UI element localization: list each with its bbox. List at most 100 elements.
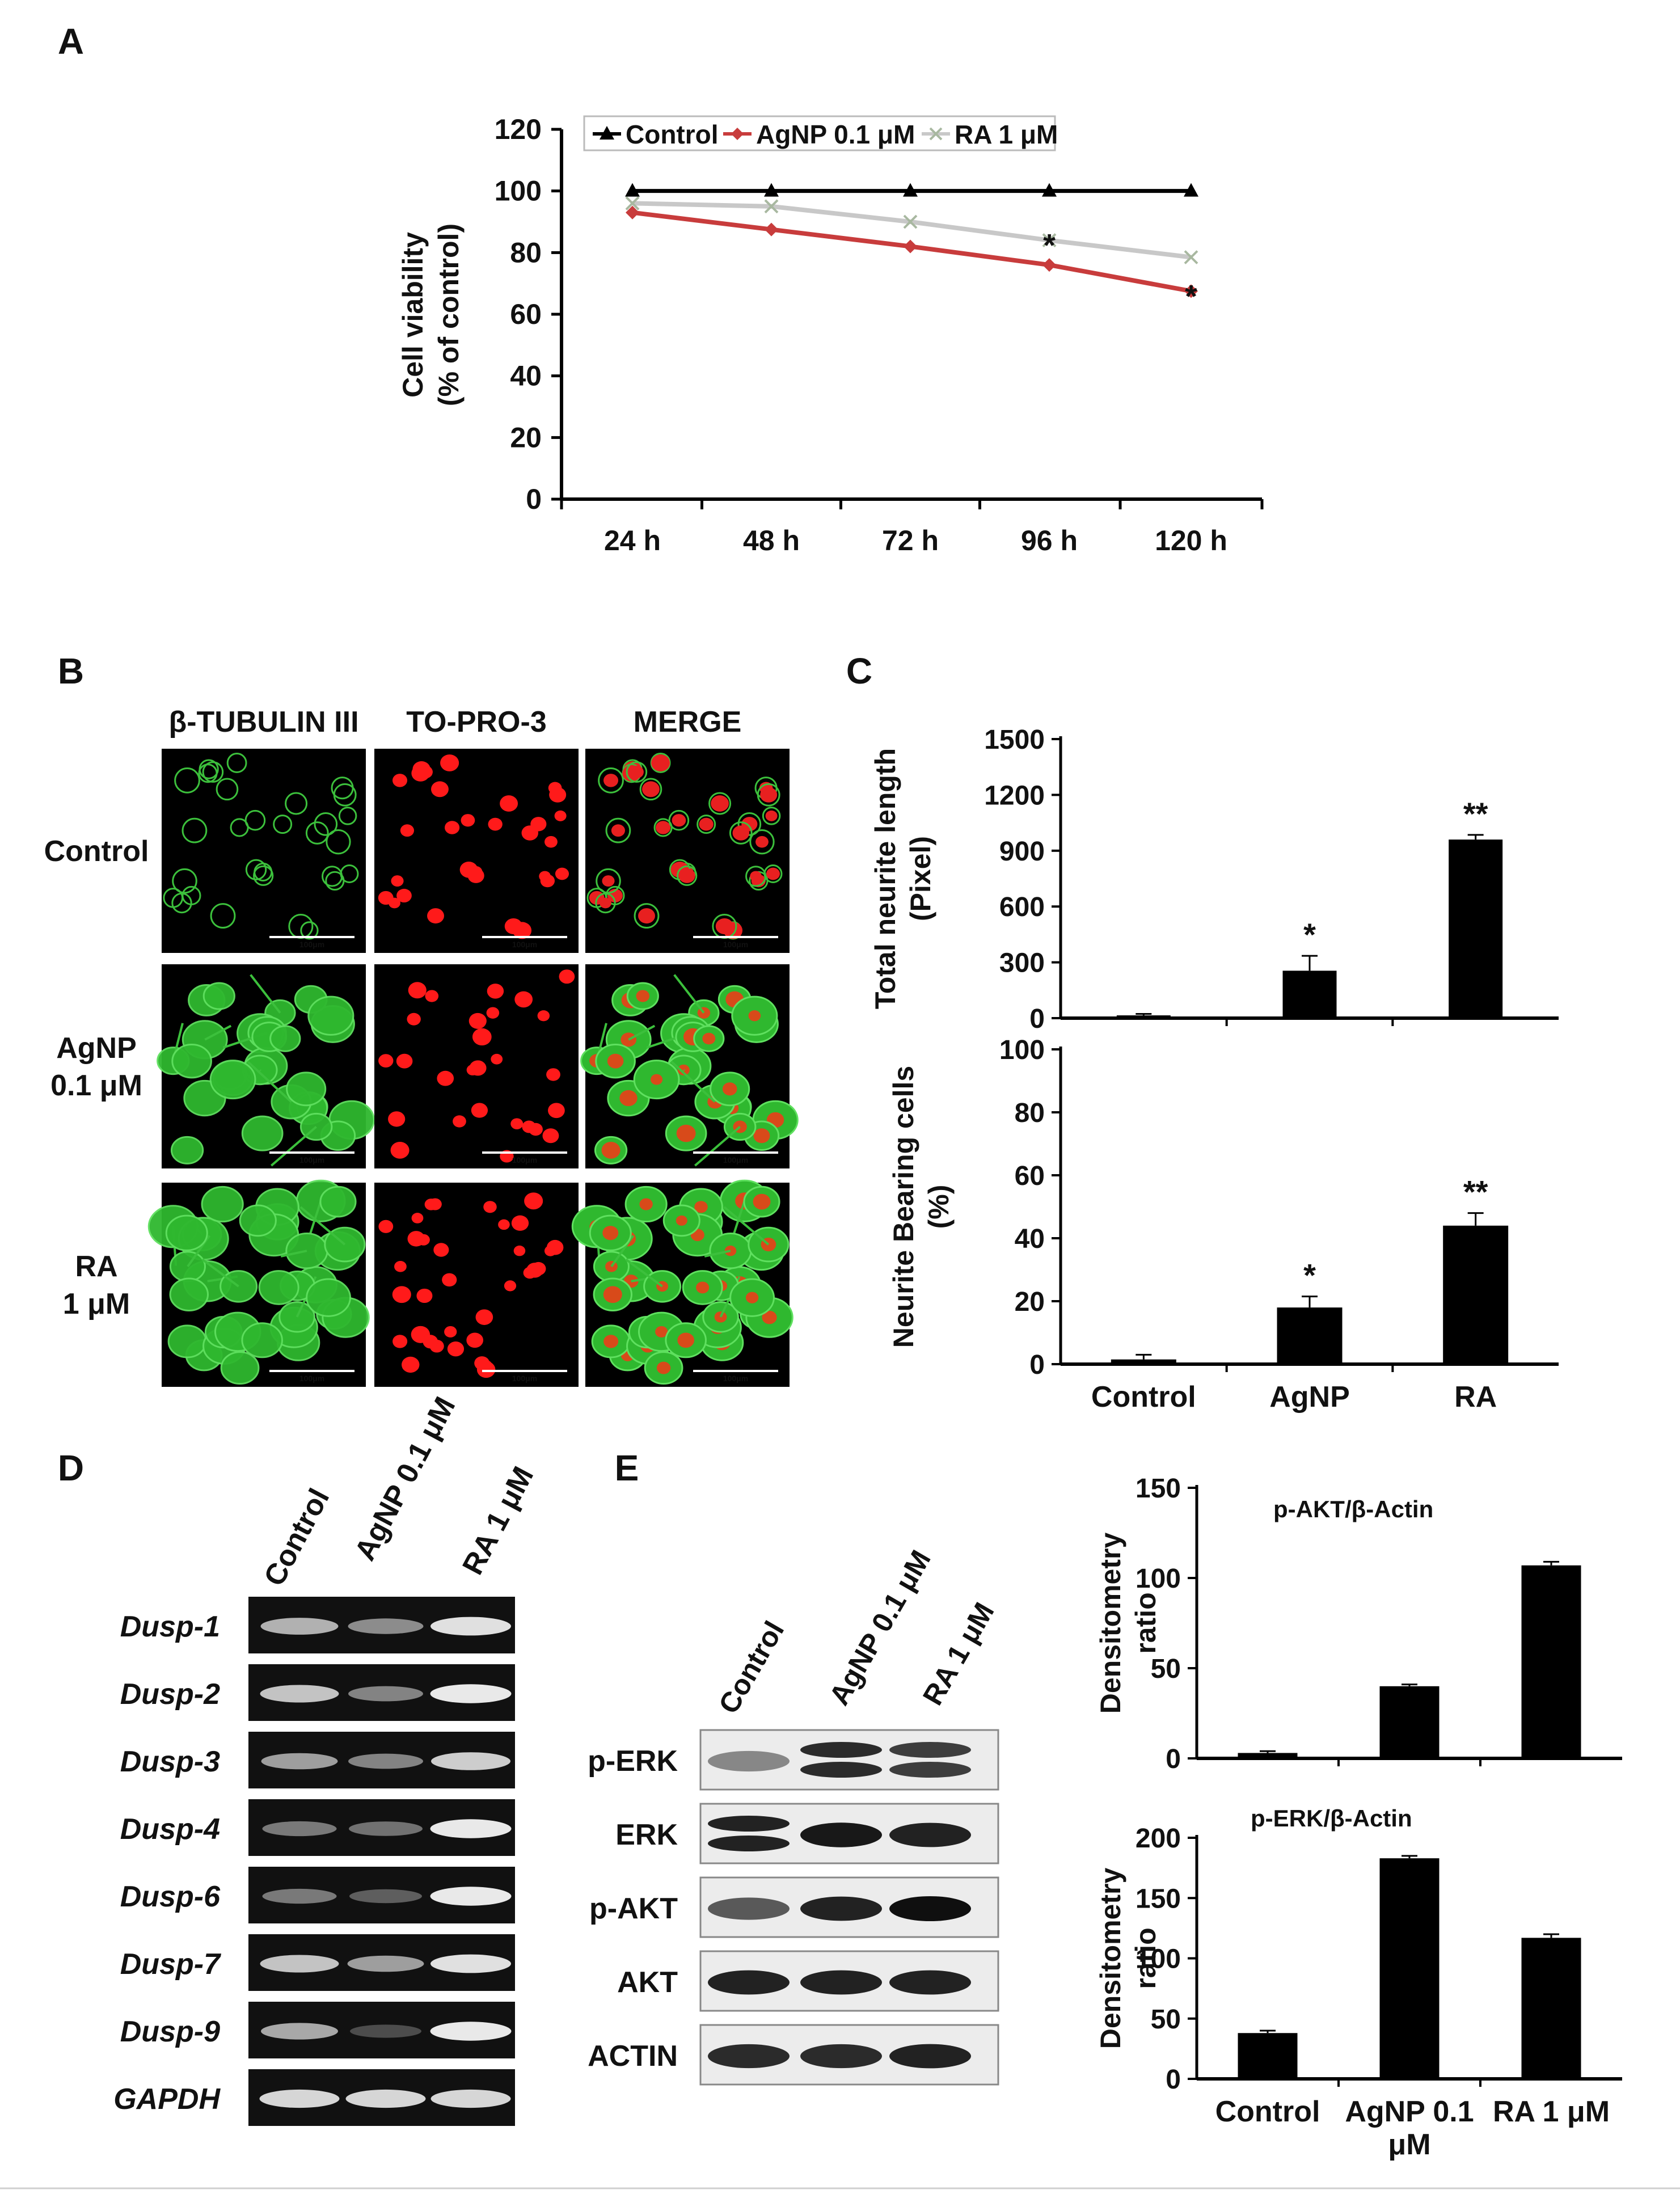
nucleus xyxy=(748,1010,761,1022)
nucleus xyxy=(554,810,567,821)
nucleus xyxy=(461,814,475,827)
nucleus xyxy=(466,1332,484,1348)
y-axis-label: ratio xyxy=(1130,1592,1162,1653)
protein-label: ACTIN xyxy=(588,2040,678,2073)
y-tick-label: 40 xyxy=(1015,1224,1045,1254)
panel-b: Bβ-TUBULIN III TO-PRO-3 MERGE Control AgNP 0.… xyxy=(44,651,799,1387)
cell-body xyxy=(220,1351,260,1385)
cell-outline xyxy=(598,767,624,794)
nucleus xyxy=(408,982,427,999)
bar xyxy=(1449,839,1503,1018)
nucleus xyxy=(677,1332,695,1348)
data-point xyxy=(1042,183,1057,197)
y-tick-label: 60 xyxy=(510,298,542,330)
gene-label: Dusp-2 xyxy=(120,1678,220,1711)
cell-outline xyxy=(244,809,266,831)
nucleus xyxy=(511,1215,529,1231)
blot-band xyxy=(800,1896,882,1921)
row-label: 0.1 μM xyxy=(50,1069,142,1102)
nucleus xyxy=(607,1053,624,1069)
blot-band xyxy=(708,1897,790,1920)
cell-body xyxy=(201,1185,244,1223)
nucleus xyxy=(424,1199,438,1210)
nucleus xyxy=(445,821,460,834)
blot-band xyxy=(889,1762,971,1778)
x-tick-label: RA xyxy=(1454,1381,1497,1414)
y-tick-label: 100 xyxy=(495,175,542,207)
gel-band xyxy=(345,2089,426,2108)
lane-label: Control xyxy=(258,1483,336,1591)
cell-body xyxy=(165,1214,208,1251)
data-point xyxy=(903,183,918,197)
cell-body xyxy=(169,1277,209,1311)
data-point xyxy=(765,222,778,237)
nucleus xyxy=(400,824,414,837)
row-label: Control xyxy=(44,835,149,868)
nucleus xyxy=(444,1326,457,1338)
cell-body xyxy=(241,1322,283,1358)
micrograph-background xyxy=(374,1183,579,1387)
gel-band xyxy=(348,1753,423,1769)
blot-band xyxy=(889,1970,971,1995)
nucleus xyxy=(755,836,769,848)
nucleus xyxy=(411,1213,424,1223)
cell-body xyxy=(171,1044,212,1079)
blot-band xyxy=(708,1970,790,1995)
significance-mark: ** xyxy=(1463,1174,1488,1210)
nucleus xyxy=(641,781,660,798)
gel-band xyxy=(260,1685,339,1703)
x-tick-label: AgNP xyxy=(1269,1381,1350,1414)
blot-band xyxy=(708,1836,790,1851)
gel-band xyxy=(430,1887,512,1906)
nucleus xyxy=(602,1226,619,1241)
cell-body xyxy=(167,1324,207,1358)
significance-mark: * xyxy=(1303,917,1316,952)
gel-band xyxy=(348,1618,424,1634)
blot-band xyxy=(708,2044,790,2069)
neurite xyxy=(723,1206,770,1246)
neurite xyxy=(625,1258,663,1288)
nucleus xyxy=(603,1335,619,1348)
legend-marker xyxy=(600,126,614,140)
blot-row xyxy=(699,1950,999,2012)
nucleus xyxy=(390,1142,410,1159)
y-tick-label: 50 xyxy=(1151,2005,1181,2035)
significance-mark: ** xyxy=(1463,796,1488,832)
y-tick-label: 0 xyxy=(1029,1004,1045,1034)
nucleus xyxy=(407,1231,425,1247)
nucleus xyxy=(504,1280,517,1292)
scale-bar-label: 100μm xyxy=(512,1155,537,1164)
nucleus xyxy=(766,867,780,880)
nucleus xyxy=(696,1281,710,1294)
legend-label: Control xyxy=(626,120,719,149)
nucleus xyxy=(549,787,567,803)
neurite xyxy=(628,1024,656,1041)
blot-band xyxy=(708,1816,790,1832)
nucleus xyxy=(676,1124,696,1142)
channel-label: β-TUBULIN III xyxy=(168,706,358,739)
data-point xyxy=(625,183,640,197)
nucleus xyxy=(656,1361,671,1374)
bar xyxy=(1111,1359,1176,1364)
cell-outline xyxy=(216,778,239,801)
gel-band xyxy=(347,1955,424,1972)
y-axis-label: Densitometry xyxy=(1095,1868,1126,2049)
cell-outline xyxy=(596,868,621,894)
nucleus xyxy=(711,795,729,812)
channel-label: MERGE xyxy=(634,706,742,739)
cell-outline xyxy=(174,767,200,794)
y-tick-label: 40 xyxy=(510,360,542,392)
bar xyxy=(1282,971,1337,1018)
gene-label: Dusp-1 xyxy=(120,1610,220,1643)
y-tick-label: 120 xyxy=(495,113,542,145)
nucleus xyxy=(765,810,778,821)
y-tick-label: 0 xyxy=(1166,2065,1181,2095)
nucleus xyxy=(539,871,551,882)
micrograph: 100μm xyxy=(147,1179,370,1387)
gel-band xyxy=(261,2023,338,2040)
y-axis-label: ratio xyxy=(1130,1927,1162,1989)
nucleus xyxy=(523,1267,537,1279)
cell-body xyxy=(286,1071,327,1107)
nucleus xyxy=(760,787,778,803)
